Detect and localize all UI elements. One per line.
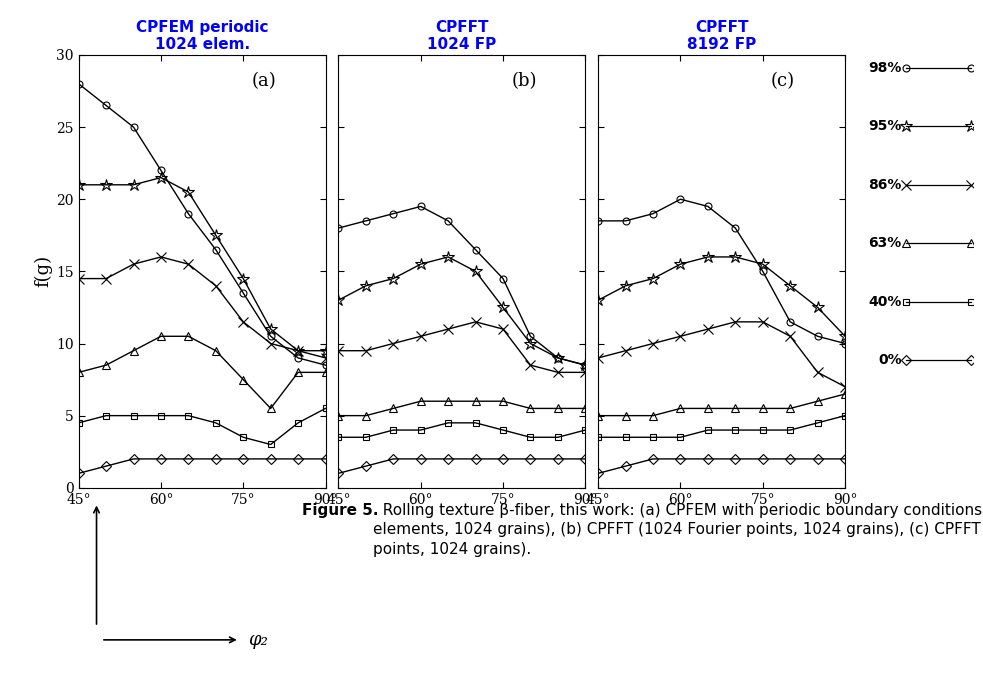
Text: Figure 5.: Figure 5. <box>303 503 378 517</box>
Text: 98%: 98% <box>868 61 901 75</box>
Text: 0%: 0% <box>878 353 901 367</box>
Title: CPFFT
1024 FP: CPFFT 1024 FP <box>428 20 496 52</box>
Text: 86%: 86% <box>868 178 901 192</box>
Text: (a): (a) <box>252 72 276 90</box>
Text: 95%: 95% <box>868 120 901 133</box>
Title: CPFFT
8192 FP: CPFFT 8192 FP <box>687 20 756 52</box>
Title: CPFEM periodic
1024 elem.: CPFEM periodic 1024 elem. <box>136 20 268 52</box>
Text: 63%: 63% <box>868 236 901 250</box>
Text: Rolling texture β-fiber, this work: (a) CPFEM with periodic boundary conditions : Rolling texture β-fiber, this work: (a) … <box>373 503 983 557</box>
Text: φ₂: φ₂ <box>249 631 268 649</box>
Text: (c): (c) <box>771 72 795 90</box>
Text: (b): (b) <box>511 72 537 90</box>
Text: 40%: 40% <box>868 295 901 308</box>
Y-axis label: f(g): f(g) <box>33 256 52 287</box>
